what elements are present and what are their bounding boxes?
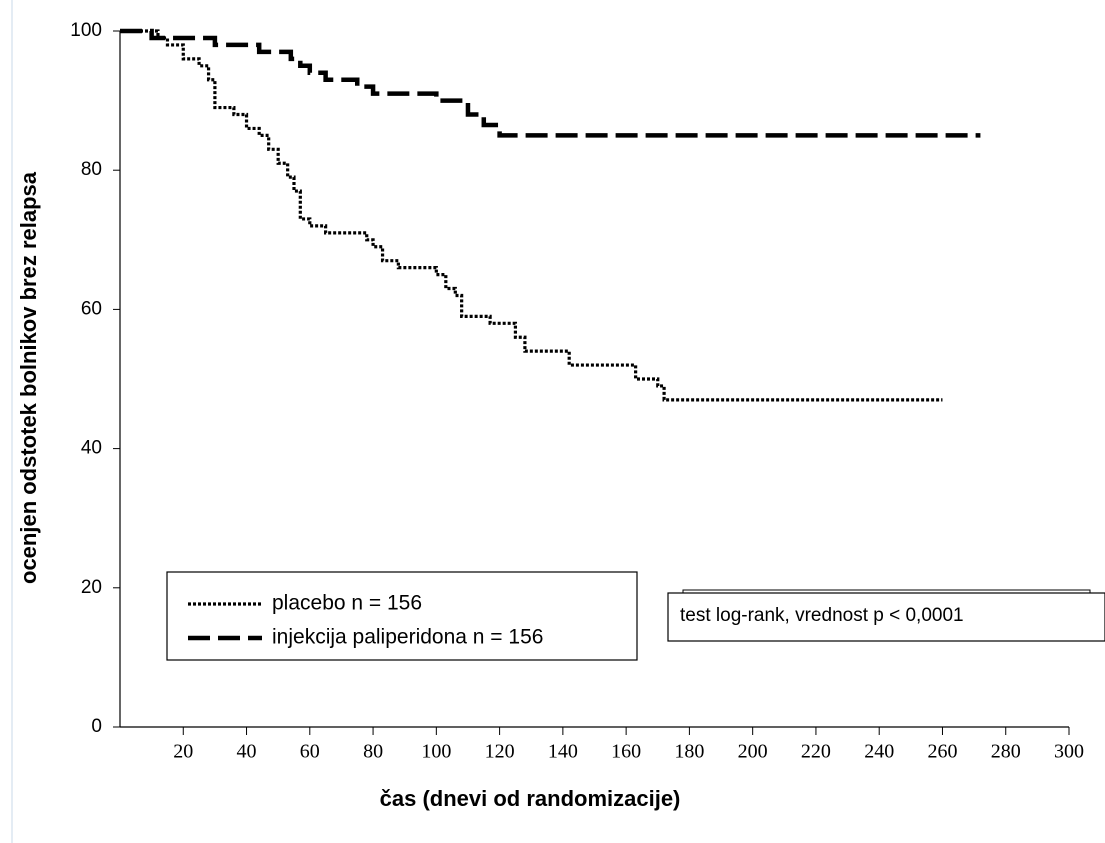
y-tick-label: 100 [70,20,102,41]
legend-box [166,571,638,661]
x-tick-label: 260 [927,741,957,763]
legend-label: placebo n = 156 [272,592,422,615]
x-tick-label: 40 [237,741,257,763]
survival-line [120,29,943,402]
x-tick-label: 80 [363,741,383,763]
x-tick-label: 300 [1054,741,1084,763]
x-tick-label: 180 [674,741,704,763]
x-tick-label: 140 [548,741,578,763]
x-axis-label: čas (dnevi od randomizacije) [380,786,681,811]
annotation-box [667,592,1105,642]
y-tick-label: 0 [91,716,102,737]
y-axis-label: ocenjen odstotek bolnikov brez relapsa [16,171,41,584]
x-tick-label: 200 [738,741,768,763]
y-tick-label: 40 [81,438,102,459]
legend-label: injekcija paliperidona n = 156 [272,626,543,649]
x-tick-label: 160 [611,741,641,763]
x-tick-label: 20 [173,741,193,763]
survival-line [120,28,981,138]
x-tick-label: 220 [801,741,831,763]
y-tick-label: 60 [81,298,102,319]
y-tick-label: 20 [81,577,102,598]
x-tick-label: 60 [300,741,320,763]
x-tick-label: 120 [485,741,515,763]
x-tick-label: 280 [991,741,1021,763]
x-tick-label: 240 [864,741,894,763]
y-tick-label: 80 [81,159,102,180]
x-tick-label: 100 [421,741,451,763]
annotation: test log-rank, vrednost p < 0,0001 [680,605,964,626]
